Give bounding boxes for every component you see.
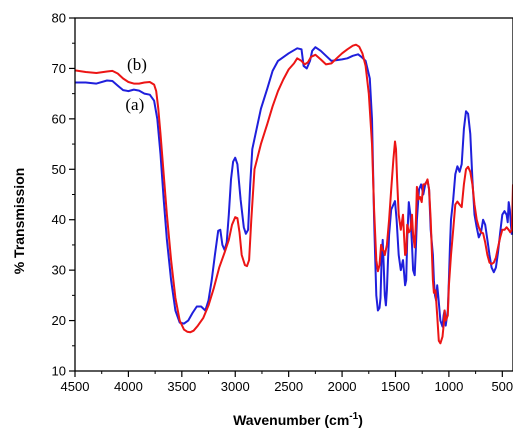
y-tick-label: 30	[52, 263, 66, 278]
x-axis-title-superscript: -1	[349, 411, 358, 422]
x-tick-label: 500	[491, 379, 513, 394]
x-tick-label: 2000	[328, 379, 357, 394]
y-tick-label: 40	[52, 212, 66, 227]
y-tick-label: 70	[52, 61, 66, 76]
x-tick-label: 2500	[274, 379, 303, 394]
x-axis-title-close: )	[358, 412, 363, 428]
x-axis-title: Wavenumber (cm-1)	[233, 411, 363, 428]
y-axis-title: % Transmission	[11, 168, 27, 275]
x-tick-label: 4000	[114, 379, 143, 394]
annotations: (b) (a)	[125, 55, 146, 114]
series-label-b: (b)	[127, 55, 147, 74]
x-tick-label: 1000	[434, 379, 463, 394]
x-tick-label: 3500	[167, 379, 196, 394]
y-tick-label: 50	[52, 162, 66, 177]
x-axis-ticks: 4500 4000 3500 3000 2500 2000 1500 1000 500	[61, 371, 513, 394]
x-tick-label: 1500	[381, 379, 410, 394]
y-axis-ticks: 10 20 30 40 50 60 70 80	[52, 11, 75, 379]
x-axis-title-main: Wavenumber (cm	[233, 412, 349, 428]
y-tick-label: 10	[52, 364, 66, 379]
series-line-b	[74, 43, 513, 345]
series-group	[74, 43, 513, 345]
x-tick-label: 3000	[221, 379, 250, 394]
x-tick-label: 4500	[61, 379, 90, 394]
series-line-a	[75, 46, 513, 328]
series-label-a: (a)	[125, 95, 144, 114]
y-tick-label: 20	[52, 313, 66, 328]
y-tick-label: 80	[52, 11, 66, 26]
y-tick-label: 60	[52, 111, 66, 126]
